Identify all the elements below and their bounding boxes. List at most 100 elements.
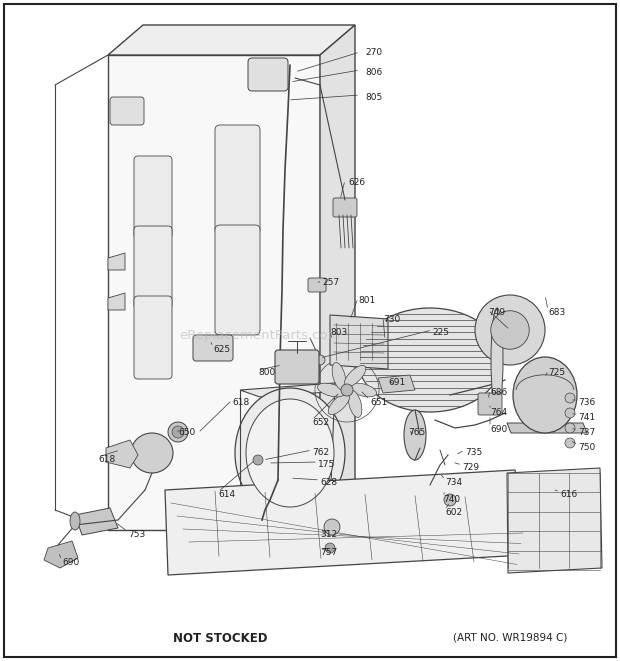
Circle shape (491, 311, 529, 349)
Polygon shape (507, 468, 602, 573)
Ellipse shape (404, 410, 426, 460)
Circle shape (315, 355, 325, 365)
Text: 764: 764 (490, 408, 507, 417)
FancyBboxPatch shape (215, 225, 260, 335)
Circle shape (341, 384, 353, 396)
Text: 757: 757 (320, 548, 337, 557)
Text: 614: 614 (218, 490, 235, 499)
Circle shape (325, 543, 335, 553)
Text: 749: 749 (488, 308, 505, 317)
Text: 740: 740 (443, 495, 460, 504)
Text: 737: 737 (578, 428, 595, 437)
Text: 652: 652 (312, 418, 329, 427)
Text: 690: 690 (62, 558, 79, 567)
Text: 762: 762 (312, 448, 329, 457)
Ellipse shape (317, 383, 345, 397)
Polygon shape (108, 253, 125, 270)
Text: 270: 270 (365, 48, 382, 57)
Text: 805: 805 (365, 93, 383, 102)
Polygon shape (320, 25, 355, 530)
Text: 628: 628 (320, 478, 337, 487)
Text: 626: 626 (348, 178, 365, 187)
Polygon shape (75, 508, 118, 535)
Ellipse shape (350, 383, 376, 397)
FancyBboxPatch shape (333, 198, 357, 217)
Text: 257: 257 (322, 278, 339, 287)
Text: 730: 730 (383, 315, 401, 324)
Circle shape (168, 422, 188, 442)
Text: 803: 803 (330, 328, 347, 337)
FancyBboxPatch shape (134, 226, 172, 309)
Polygon shape (165, 470, 525, 575)
Ellipse shape (348, 390, 362, 418)
Text: 225: 225 (432, 328, 449, 337)
Ellipse shape (134, 437, 162, 469)
FancyBboxPatch shape (134, 156, 172, 239)
Text: 765: 765 (408, 428, 425, 437)
Text: (ART NO. WR19894 C): (ART NO. WR19894 C) (453, 633, 567, 643)
Text: 729: 729 (462, 463, 479, 472)
Circle shape (324, 519, 340, 535)
Ellipse shape (328, 393, 350, 414)
Text: 683: 683 (548, 308, 565, 317)
Text: 651: 651 (370, 398, 388, 407)
Ellipse shape (358, 308, 502, 412)
Text: 750: 750 (578, 443, 595, 452)
Text: 686: 686 (490, 388, 507, 397)
Text: 650: 650 (178, 428, 195, 437)
Text: 801: 801 (358, 296, 375, 305)
Text: eReplacementParts.com: eReplacementParts.com (179, 329, 341, 342)
Ellipse shape (491, 308, 503, 412)
Text: 625: 625 (213, 345, 230, 354)
Ellipse shape (513, 357, 577, 433)
Ellipse shape (235, 388, 345, 518)
Text: 735: 735 (465, 448, 482, 457)
FancyBboxPatch shape (275, 350, 319, 384)
Circle shape (444, 494, 456, 506)
Ellipse shape (332, 362, 346, 390)
Ellipse shape (344, 366, 366, 387)
FancyBboxPatch shape (134, 296, 172, 379)
Circle shape (475, 295, 545, 365)
Ellipse shape (131, 433, 173, 473)
FancyBboxPatch shape (478, 393, 502, 415)
Text: 618: 618 (98, 455, 115, 464)
Text: 806: 806 (365, 68, 383, 77)
Text: 616: 616 (560, 490, 577, 499)
Polygon shape (330, 315, 388, 369)
FancyBboxPatch shape (308, 278, 326, 292)
Text: 618: 618 (232, 398, 249, 407)
Circle shape (253, 455, 263, 465)
FancyBboxPatch shape (248, 58, 288, 91)
Ellipse shape (246, 399, 334, 507)
Text: 725: 725 (548, 368, 565, 377)
Polygon shape (106, 440, 138, 468)
Text: 175: 175 (318, 460, 335, 469)
Text: 741: 741 (578, 413, 595, 422)
Text: 800: 800 (258, 368, 275, 377)
FancyBboxPatch shape (215, 125, 260, 235)
FancyBboxPatch shape (110, 97, 144, 125)
Circle shape (565, 408, 575, 418)
Polygon shape (44, 541, 78, 568)
Polygon shape (378, 375, 415, 393)
Text: 691: 691 (388, 378, 405, 387)
Polygon shape (507, 423, 587, 433)
Circle shape (565, 393, 575, 403)
Text: 734: 734 (445, 478, 462, 487)
Polygon shape (108, 55, 320, 530)
Circle shape (172, 426, 184, 438)
Text: 736: 736 (578, 398, 595, 407)
Circle shape (565, 423, 575, 433)
Text: 753: 753 (128, 530, 145, 539)
Circle shape (565, 438, 575, 448)
FancyBboxPatch shape (193, 335, 233, 361)
Polygon shape (108, 25, 355, 55)
Text: NOT STOCKED: NOT STOCKED (173, 631, 267, 644)
Ellipse shape (70, 512, 80, 530)
Polygon shape (108, 293, 125, 310)
Text: 690: 690 (490, 425, 507, 434)
Polygon shape (240, 383, 355, 397)
Text: 602: 602 (445, 508, 462, 517)
Text: 312: 312 (320, 530, 337, 539)
